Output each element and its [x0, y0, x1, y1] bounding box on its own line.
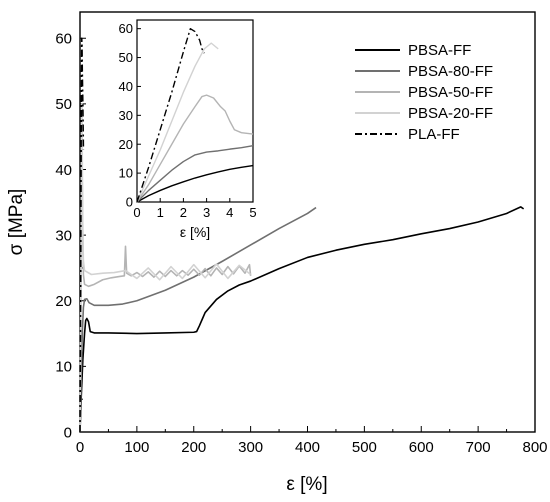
- main-x-tick-label: 800: [522, 439, 547, 456]
- inset-x-tick-label: 4: [226, 205, 233, 220]
- main-x-tick-label: 700: [466, 439, 491, 456]
- inset-x-axis-title: ε [%]: [180, 224, 210, 240]
- main-y-axis-title: σ [MPa]: [6, 189, 27, 256]
- main-series: [79, 37, 525, 433]
- inset-x-tick-label: 1: [157, 205, 164, 220]
- main-series-line-4: [79, 103, 252, 433]
- inset-x-tick-label: 0: [133, 205, 140, 220]
- inset-y-tick-label: 60: [119, 21, 133, 36]
- inset-x-tick-label: 2: [180, 205, 187, 220]
- inset-series: [136, 27, 254, 203]
- inset-y-tick-label: 40: [119, 79, 133, 94]
- inset-series-line-1: [136, 164, 254, 203]
- inset-series-line-5: [136, 27, 205, 203]
- inset-series-line-3: [136, 94, 254, 203]
- legend-label-1: PBSA-FF: [408, 42, 471, 59]
- main-y-tick-label: 20: [55, 293, 72, 310]
- main-x-tick-label: 300: [238, 439, 263, 456]
- inset-series-line-2: [136, 144, 254, 203]
- main-y-tick-label: 0: [64, 424, 72, 441]
- main-y-tick-label: 60: [55, 31, 72, 48]
- inset-y-tick-label: 0: [126, 195, 133, 210]
- main-x-tick-label: 0: [76, 439, 84, 456]
- inset-x-tick-label: 3: [203, 205, 210, 220]
- main-y-tick-label: 30: [55, 227, 72, 244]
- inset-y-tick-label: 20: [119, 137, 133, 152]
- inset-y-tick-label: 50: [119, 50, 133, 65]
- main-series-line-3: [79, 181, 252, 433]
- main-x-tick-label: 500: [352, 439, 377, 456]
- inset-series-line-4: [136, 42, 219, 203]
- main-x-tick-label: 200: [181, 439, 206, 456]
- legend-label-5: PLA-FF: [408, 126, 460, 143]
- legend-label-2: PBSA-80-FF: [408, 63, 493, 80]
- inset-x-tick-label: 5: [249, 205, 256, 220]
- main-x-axis-title: ε [%]: [286, 474, 327, 495]
- main-y-tick-label: 10: [55, 359, 72, 376]
- main-x-tick-label: 400: [295, 439, 320, 456]
- main-x-tick-label: 100: [124, 439, 149, 456]
- inset-y-tick-label: 10: [119, 166, 133, 181]
- main-series-line-2: [79, 206, 317, 433]
- main-y-tick-label: 40: [55, 162, 72, 179]
- legend-label-3: PBSA-50-FF: [408, 84, 493, 101]
- legend-label-4: PBSA-20-FF: [408, 105, 493, 122]
- main-x-tick-label: 600: [409, 439, 434, 456]
- main-series-line-5: [79, 37, 85, 433]
- legend: PBSA-FF PBSA-80-FF PBSA-50-FF PBSA-20-FF PLA…: [355, 42, 493, 143]
- inset-y-tick-label: 30: [119, 108, 133, 123]
- main-series-line-1: [79, 206, 525, 433]
- main-y-tick-label: 50: [55, 96, 72, 113]
